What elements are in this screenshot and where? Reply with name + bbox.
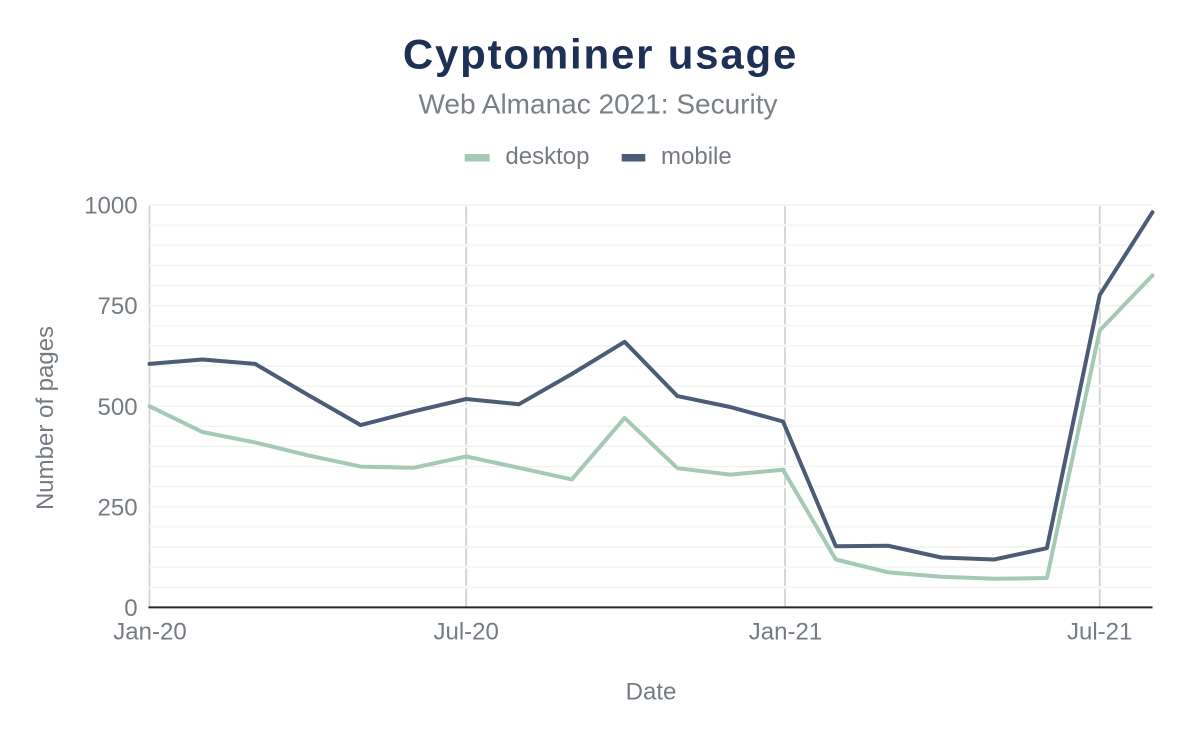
svg-text:250: 250 [98, 494, 138, 521]
svg-text:Jan-21: Jan-21 [749, 619, 822, 646]
svg-text:Date: Date [626, 679, 677, 706]
svg-text:1000: 1000 [84, 193, 137, 220]
svg-text:Jan-20: Jan-20 [113, 619, 186, 646]
svg-text:mobile: mobile [661, 143, 732, 170]
svg-text:Jul-20: Jul-20 [434, 619, 499, 646]
svg-text:Cyptominer usage: Cyptominer usage [403, 31, 798, 78]
svg-text:Web Almanac 2021: Security: Web Almanac 2021: Security [418, 88, 777, 119]
svg-text:750: 750 [98, 293, 138, 320]
svg-text:500: 500 [98, 394, 138, 421]
svg-text:desktop: desktop [505, 143, 589, 170]
svg-text:0: 0 [124, 595, 137, 622]
svg-text:Jul-21: Jul-21 [1067, 619, 1132, 646]
svg-text:Number of pages: Number of pages [32, 326, 59, 510]
